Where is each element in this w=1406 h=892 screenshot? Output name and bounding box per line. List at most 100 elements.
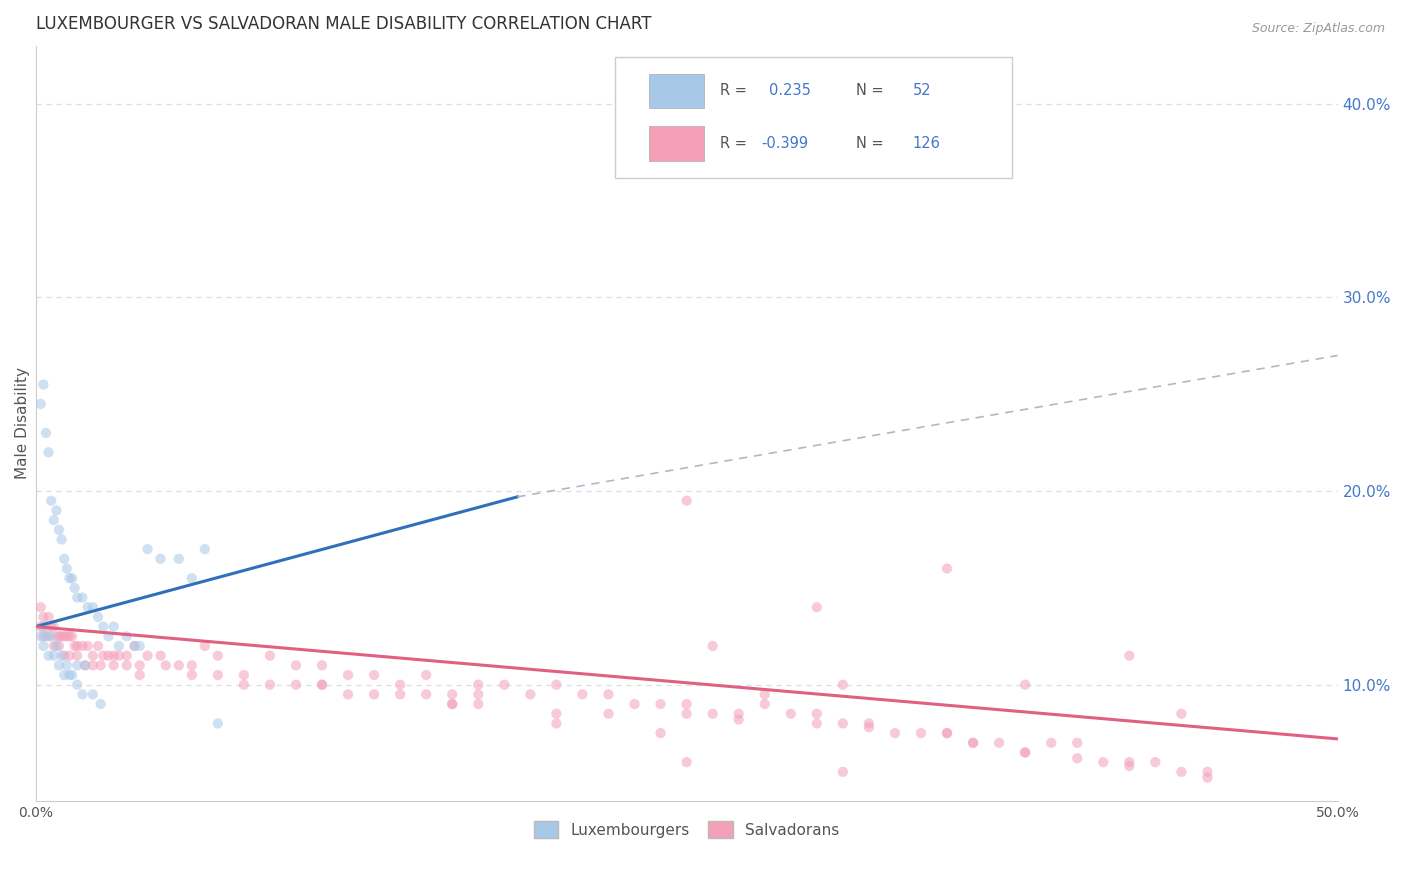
Point	[42, 619, 65, 633]
Point	[82, 648, 104, 663]
Point	[1066, 751, 1088, 765]
Point	[90, 697, 112, 711]
Point	[232, 668, 254, 682]
Point	[207, 648, 229, 663]
Point	[936, 726, 959, 740]
Point	[30, 600, 52, 615]
Point	[1118, 759, 1140, 773]
Point	[702, 706, 724, 721]
Point	[76, 639, 98, 653]
Point	[149, 551, 172, 566]
Text: 0.235: 0.235	[769, 84, 811, 98]
Point	[35, 629, 58, 643]
Point	[97, 648, 120, 663]
Point	[108, 639, 131, 653]
Point	[1014, 746, 1036, 760]
Point	[58, 648, 80, 663]
Point	[519, 687, 541, 701]
Point	[389, 678, 412, 692]
Point	[72, 687, 94, 701]
Point	[124, 639, 146, 653]
Point	[194, 639, 217, 653]
Point	[962, 736, 984, 750]
Point	[42, 639, 65, 653]
Point	[63, 581, 86, 595]
Point	[30, 629, 52, 643]
Point	[149, 648, 172, 663]
Point	[311, 658, 333, 673]
Text: Source: ZipAtlas.com: Source: ZipAtlas.com	[1251, 22, 1385, 36]
Text: N =: N =	[856, 84, 884, 98]
Point	[467, 678, 489, 692]
Point	[128, 639, 150, 653]
Point	[38, 445, 60, 459]
Point	[962, 736, 984, 750]
Point	[58, 571, 80, 585]
Point	[30, 619, 52, 633]
Point	[311, 678, 333, 692]
Point	[76, 600, 98, 615]
Point	[32, 377, 55, 392]
Point	[623, 697, 645, 711]
Point	[51, 533, 73, 547]
Point	[806, 716, 828, 731]
Point	[650, 697, 672, 711]
Point	[546, 716, 568, 731]
Point	[32, 629, 55, 643]
Point	[73, 658, 96, 673]
Text: N =: N =	[856, 136, 884, 152]
Point	[1197, 771, 1219, 785]
Point	[103, 658, 125, 673]
Point	[1040, 736, 1063, 750]
Text: LUXEMBOURGER VS SALVADORAN MALE DISABILITY CORRELATION CHART: LUXEMBOURGER VS SALVADORAN MALE DISABILI…	[35, 15, 651, 33]
Point	[91, 619, 114, 633]
Point	[675, 706, 697, 721]
Point	[1118, 648, 1140, 663]
Point	[207, 716, 229, 731]
Point	[779, 706, 801, 721]
Point	[124, 639, 146, 653]
Point	[207, 668, 229, 682]
Point	[650, 726, 672, 740]
FancyBboxPatch shape	[648, 127, 703, 161]
Point	[56, 658, 79, 673]
Point	[1197, 764, 1219, 779]
Point	[53, 629, 76, 643]
Point	[675, 493, 697, 508]
Point	[35, 425, 58, 440]
Point	[571, 687, 593, 701]
Point	[598, 706, 620, 721]
Point	[806, 600, 828, 615]
FancyBboxPatch shape	[614, 57, 1012, 178]
Point	[180, 571, 202, 585]
Point	[167, 551, 190, 566]
Point	[441, 697, 464, 711]
Point	[63, 639, 86, 653]
Point	[91, 648, 114, 663]
Point	[128, 658, 150, 673]
Point	[167, 658, 190, 673]
Point	[546, 678, 568, 692]
Point	[60, 629, 83, 643]
Point	[858, 720, 880, 734]
Point	[32, 610, 55, 624]
Point	[128, 668, 150, 682]
Point	[48, 639, 70, 653]
Point	[66, 678, 89, 692]
Point	[1066, 736, 1088, 750]
Point	[1092, 755, 1115, 769]
Point	[858, 716, 880, 731]
Point	[72, 591, 94, 605]
Point	[988, 736, 1011, 750]
Point	[72, 639, 94, 653]
Text: 126: 126	[912, 136, 941, 152]
Point	[87, 610, 110, 624]
Point	[285, 658, 308, 673]
Point	[311, 678, 333, 692]
Point	[97, 629, 120, 643]
Point	[1014, 746, 1036, 760]
Point	[56, 561, 79, 575]
Point	[285, 678, 308, 692]
Point	[363, 668, 385, 682]
Point	[754, 697, 776, 711]
